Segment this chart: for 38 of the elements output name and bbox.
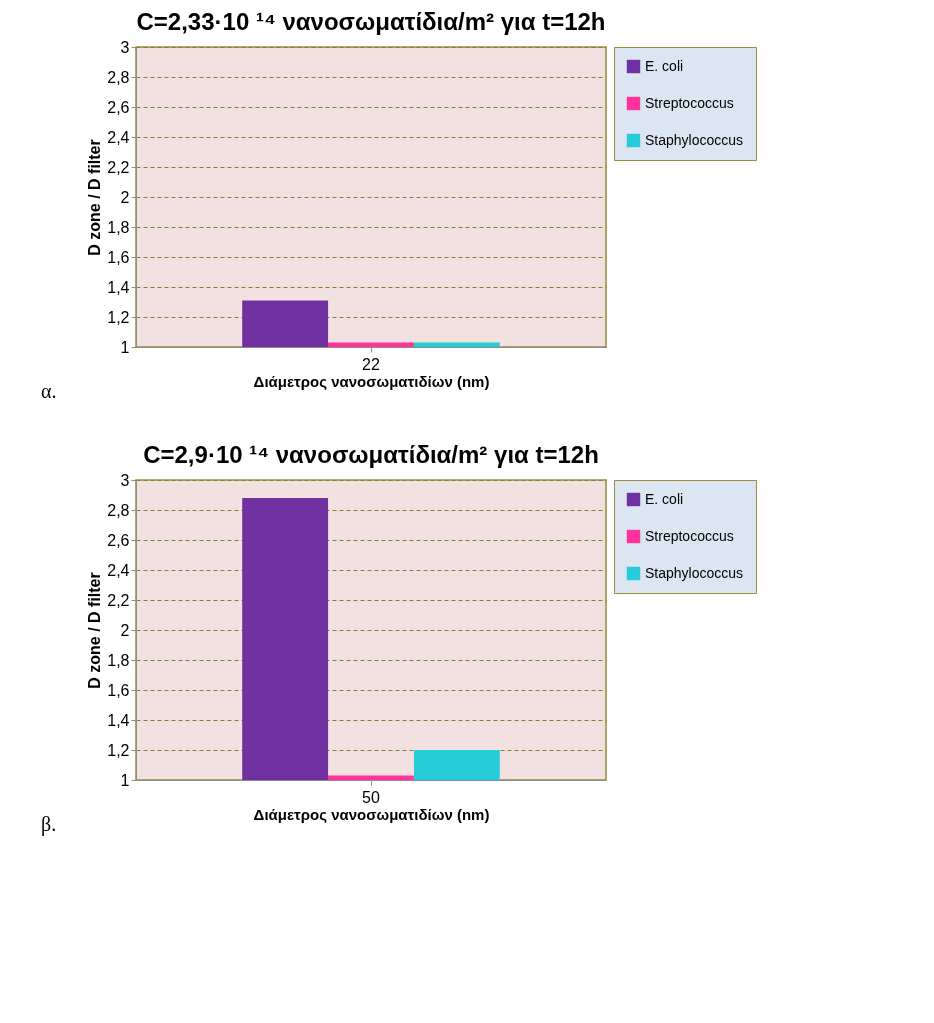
y-tick-label: 2,6	[107, 531, 130, 549]
x-tick-label: 50	[362, 788, 380, 806]
y-tick-label: 1,6	[107, 248, 130, 266]
text: β.	[41, 813, 57, 836]
legend-label: Streptococcus	[645, 94, 734, 111]
y-axis-title: D zone / D filter	[86, 139, 104, 256]
legend-label: E. coli	[645, 57, 684, 74]
y-tick-label: 2,8	[107, 68, 130, 86]
legend-label: Streptococcus	[645, 527, 734, 544]
legend-label: Staphylococcus	[645, 564, 744, 581]
y-tick-label: 1,8	[107, 651, 130, 669]
y-tick-label: 1	[120, 338, 130, 356]
y-axis-title: D zone / D filter	[86, 572, 104, 689]
y-tick-label: 2	[120, 621, 130, 639]
y-tick-label: 1	[120, 771, 130, 789]
y-tick-label: 2,4	[107, 128, 130, 146]
x-axis-title: Διάμετρος νανοσωματιδίων (nm)	[253, 372, 490, 390]
y-tick-label: 2,6	[107, 98, 130, 116]
y-tick-label: 2,2	[107, 591, 130, 609]
chart-title: C=2,9·10 ¹⁴ νανοσωματίδια/m² για t=12h	[143, 441, 599, 468]
y-tick-label: 3	[120, 471, 130, 489]
legend-label: Staphylococcus	[645, 131, 744, 148]
y-tick-label: 1,4	[107, 278, 130, 296]
chart-title: C=2,33·10 ¹⁴ νανοσωματίδια/m² για t=12h	[136, 8, 606, 35]
x-tick-label: 22	[362, 355, 380, 373]
legend-label: E. coli	[645, 490, 684, 507]
y-tick-label: 2	[120, 188, 130, 206]
y-tick-label: 1,4	[107, 711, 130, 729]
y-tick-label: 2,4	[107, 561, 130, 579]
y-tick-label: 1,8	[107, 218, 130, 236]
y-tick-label: 3	[120, 38, 130, 56]
text: α.	[41, 380, 57, 402]
y-tick-label: 2,8	[107, 501, 130, 519]
y-tick-label: 2,2	[107, 158, 130, 176]
y-tick-label: 1,2	[107, 741, 130, 759]
x-axis-title: Διάμετρος νανοσωματιδίων (nm)	[253, 805, 490, 823]
y-tick-label: 1,2	[107, 308, 130, 326]
y-tick-label: 1,6	[107, 681, 130, 699]
